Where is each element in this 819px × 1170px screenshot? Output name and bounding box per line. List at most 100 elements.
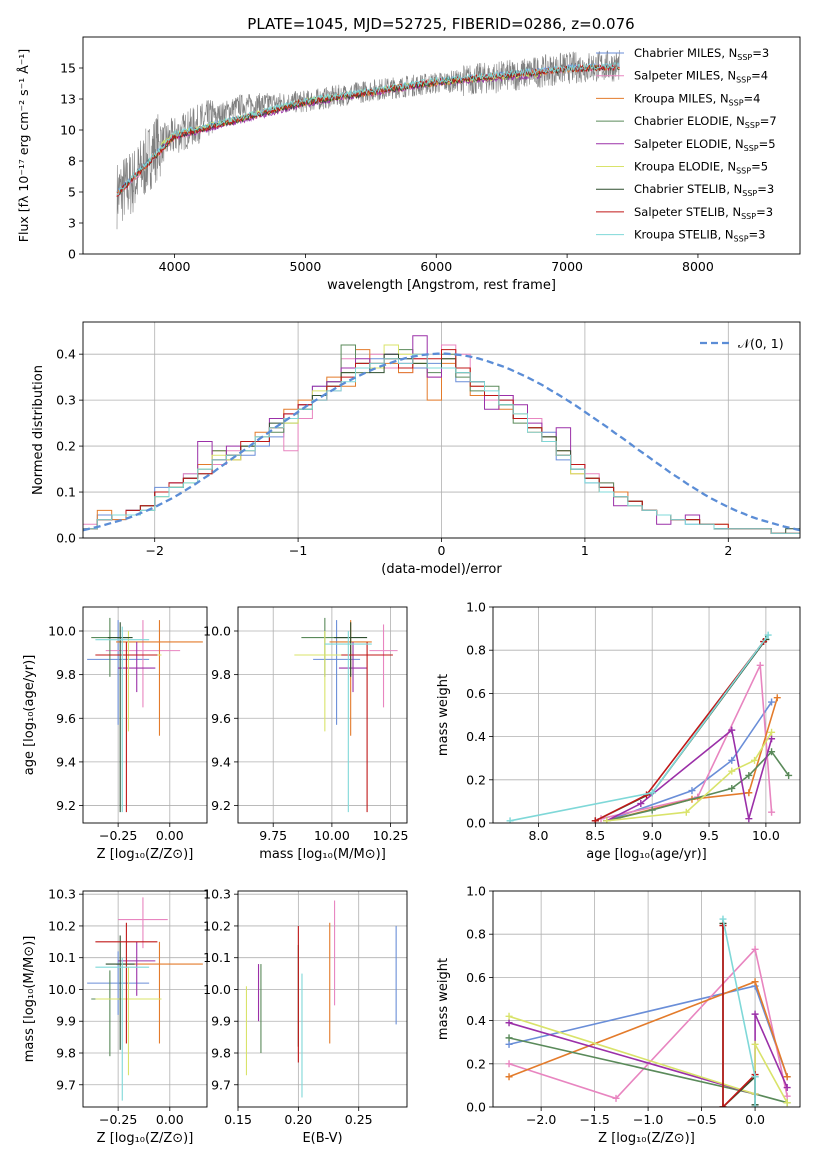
mass-weight-marker	[751, 1010, 759, 1018]
mass-weight-marker	[688, 787, 696, 795]
age_vs_Z-frame	[82, 606, 208, 824]
mass-weight-marker	[506, 817, 514, 823]
mass-weight-marker	[505, 1040, 513, 1048]
spectrum-ytick-label: 3	[68, 216, 76, 231]
mass-weight-marker	[637, 800, 645, 808]
mass-weight-marker	[648, 789, 656, 797]
residuals-ytick-label: 0.0	[56, 531, 76, 546]
spectrum-xtick-label: 4000	[159, 259, 191, 274]
residuals-xtick-label: 2	[724, 543, 732, 558]
mass_vs_EBV-xtick-label: 0.25	[345, 1112, 373, 1127]
mass-weight-marker	[719, 915, 727, 923]
mass-weight-line	[606, 701, 773, 822]
mass_weight_vs_age-ytick-label: 0.0	[466, 816, 486, 831]
residuals-frame	[82, 321, 801, 539]
mass-weight-marker	[785, 771, 793, 779]
mass_weight_vs_age-frame	[492, 606, 801, 824]
mass_vs_Z-plot-area	[87, 897, 203, 1101]
mass-weight-marker	[505, 1060, 513, 1068]
residuals-ylabel: Normed distribution	[31, 365, 46, 495]
mass-weight-marker	[505, 1073, 513, 1081]
spectrum-xtick-label: 7000	[551, 259, 583, 274]
mass_vs_EBV-panel: 0.15 0.20 0.25 9.7 9.8 9.9 10.0 10.1 10.2 10.3 E(B…	[203, 887, 408, 1146]
mass-weight-marker	[783, 1092, 791, 1100]
mass-weight-line	[722, 925, 756, 1107]
mass-weight-marker	[591, 817, 599, 823]
age_vs_mass-plot-area	[294, 617, 398, 813]
mass-weight-line	[606, 750, 790, 822]
mass-weight-marker	[783, 1073, 791, 1081]
residuals-xtick-label: −1	[289, 543, 307, 558]
mass_vs_Z-ytick-label: 9.7	[56, 1077, 76, 1092]
mass_weight_vs_age-xlabel: age [log₁₀(age/yr)]	[586, 847, 707, 862]
age_vs_Z-xtick-label: 0.00	[156, 828, 184, 843]
mass_weight_vs_age-xtick-label: 8.5	[585, 828, 605, 843]
age_vs_Z-xtick-label: −0.25	[99, 828, 137, 843]
mass-weight-marker	[745, 771, 753, 779]
mass_vs_Z-ytick-label: 9.8	[56, 1046, 76, 1061]
mass-weight-marker	[783, 1099, 791, 1107]
mass-weight-marker	[768, 808, 776, 816]
mass-weight-marker	[648, 806, 656, 814]
mass_vs_EBV-ytick-label: 9.7	[211, 1077, 231, 1092]
age_vs_mass-frame	[237, 606, 408, 824]
mass-weight-marker	[603, 817, 611, 823]
mass_weight_vs_Z-xtick-label: −1.0	[633, 1112, 663, 1127]
age_vs_mass-ytick-label: 9.2	[211, 798, 231, 813]
age_vs_Z-ytick-label: 10.0	[48, 624, 76, 639]
mass_weight_vs_Z-ylabel: mass weight	[436, 958, 451, 1040]
mass_vs_EBV-xlabel: E(B-V)	[302, 1131, 342, 1146]
mass-weight-marker	[768, 748, 776, 756]
residuals-xtick-label: −2	[145, 543, 163, 558]
mass_weight_vs_Z-ytick-label: 0.2	[466, 1056, 486, 1071]
mass_weight_vs_age-ytick-label: 0.4	[466, 729, 486, 744]
mass_weight_vs_age-ytick-label: 0.2	[466, 772, 486, 787]
mass_vs_Z-ytick-label: 9.9	[56, 1014, 76, 1029]
residuals-xtick-label: 0	[438, 543, 446, 558]
mass_weight_vs_Z-ytick-label: 0.6	[466, 970, 486, 985]
mass_weight_vs_Z-frame	[492, 890, 801, 1108]
spectrum-xtick-label: 6000	[420, 259, 452, 274]
legend-label: Chabrier ELODIE, NSSP=7	[634, 114, 777, 130]
age_vs_Z-ytick-label: 9.8	[56, 667, 76, 682]
legend-label: Kroupa MILES, NSSP=4	[634, 91, 760, 107]
mass-weight-marker	[751, 978, 759, 986]
age_vs_mass-ytick-label: 9.4	[211, 754, 231, 769]
spectrum-ytick-label: 0	[68, 247, 76, 262]
age_vs_Z-panel: −0.25 0.00 9.2 9.4 9.6 9.8 10.0 Z [log₁₀(Z/Z⊙)]…	[22, 606, 208, 862]
mass-weight-line	[509, 634, 769, 822]
age_vs_Z-plot-area	[87, 617, 203, 813]
mass_vs_Z-xtick-label: −0.25	[99, 1112, 137, 1127]
mass_weight_vs_Z-ytick-label: 0.4	[466, 1013, 486, 1028]
mass-weight-marker	[728, 784, 736, 792]
age_vs_mass-ytick-label: 9.6	[211, 711, 231, 726]
residuals-ytick-label: 0.2	[56, 439, 76, 454]
age_vs_Z-ytick-label: 9.2	[56, 798, 76, 813]
mass_vs_EBV-ytick-label: 10.0	[203, 982, 231, 997]
mass_vs_Z-xtick-label: 0.00	[156, 1112, 184, 1127]
legend-label: Chabrier STELIB, NSSP=3	[634, 182, 774, 198]
mass-weight-marker	[505, 1034, 513, 1042]
spectrum-panel: 4000 5000 6000 7000 8000 0 3 5 8 10 13 15 wavelength…	[16, 36, 801, 293]
figure-title: PLATE=1045, MJD=52725, FIBERID=0286, z=0…	[247, 15, 634, 33]
mass-weight-marker	[783, 1084, 791, 1092]
mass-weight-marker	[612, 1094, 620, 1102]
mass_vs_EBV-ytick-label: 9.8	[211, 1046, 231, 1061]
mass_vs_Z-panel: −0.25 0.00 9.7 9.8 9.9 10.0 10.1 10.2 10.3 Z [log…	[22, 887, 208, 1146]
residuals-xtick-label: 1	[581, 543, 589, 558]
mass-weight-marker	[505, 1019, 513, 1027]
mass-weight-marker	[719, 922, 727, 930]
spectrum-model-line	[116, 62, 620, 196]
mass-weight-line	[600, 662, 773, 820]
mass_weight_vs_Z-xlabel: Z [log₁₀(Z/Z⊙)]	[598, 1131, 695, 1146]
mass_weight_vs_age-ytick-label: 0.8	[466, 643, 486, 658]
mass_vs_EBV-xtick-label: 0.20	[284, 1112, 312, 1127]
mass-weight-marker	[773, 694, 781, 702]
mass_weight_vs_age-panel: 8.0 8.5 9.0 9.5 10.0 0.0 0.2 0.4 0.6 0.8 1.0 age [l…	[436, 600, 801, 862]
mass-weight-marker	[764, 631, 772, 639]
spectrum-ylabel: Flux [fλ 10⁻¹⁷ erg cm⁻² s⁻¹ Å⁻¹]	[16, 49, 31, 242]
mass-weight-marker	[728, 767, 736, 775]
mass-weight-marker	[505, 1012, 513, 1020]
mass_weight_vs_Z-ytick-label: 1.0	[466, 884, 486, 899]
